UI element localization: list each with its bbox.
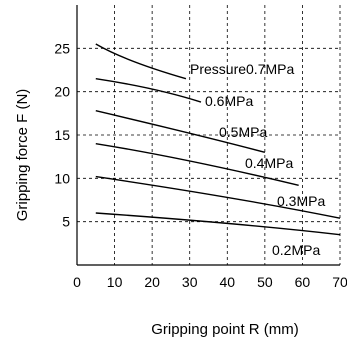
series-labels: Pressure0.7MPa 0.6MPa 0.5MPa 0.4MPa 0.3MPa 0.… [190,61,325,258]
x-tick-label-5: 50 [257,274,273,290]
y-tick-label-2: 15 [54,127,70,143]
series-label-2: 0.5MPa [219,124,267,140]
series-label-0: Pressure0.7MPa [190,61,294,77]
series-label-4: 0.3MPa [277,193,325,209]
x-tick-label-4: 40 [219,274,235,290]
grid-lines [77,5,341,265]
x-tick-labels: 0 10 20 30 40 50 60 70 [73,274,347,290]
series-line-4 [95,175,341,219]
y-tick-label-4: 25 [54,40,70,56]
series-label-3: 0.4MPa [245,155,293,171]
x-tick-label-6: 60 [295,274,311,290]
series-line-2 [95,110,266,154]
x-axis-title: Gripping point R (mm) [151,321,299,338]
series-label-5: 0.2MPa [272,242,320,258]
y-tick-label-1: 10 [54,170,70,186]
series-line-3 [95,142,299,186]
x-tick-label-3: 30 [182,274,198,290]
y-axis-title: Gripping force F (N) [14,89,31,222]
series-label-1: 0.6MPa [205,93,253,109]
series-line-0 [95,43,187,80]
y-tick-label-0: 5 [62,214,70,230]
y-tick-labels: 5 10 15 20 25 [54,40,70,229]
series-lines [95,43,341,236]
series-line-1 [95,77,202,103]
series-line-5 [95,212,341,236]
x-tick-label-1: 10 [107,274,123,290]
x-tick-label-0: 0 [73,274,81,290]
x-tick-label-2: 20 [144,274,160,290]
y-tick-label-3: 20 [54,84,70,100]
x-tick-label-7: 70 [332,274,347,290]
axes [76,5,340,266]
